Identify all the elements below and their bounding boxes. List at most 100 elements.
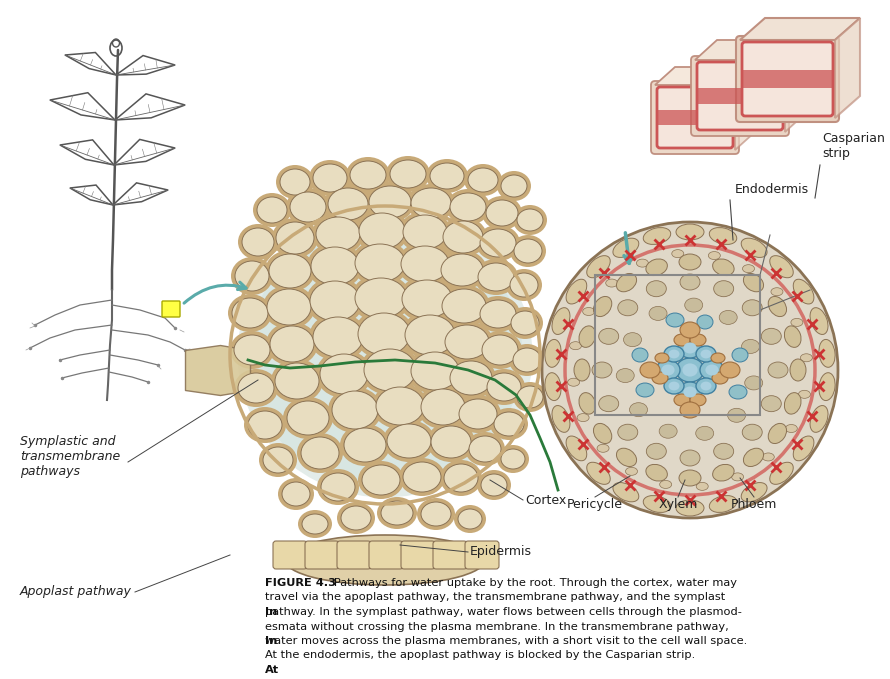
- Ellipse shape: [676, 358, 704, 382]
- Ellipse shape: [659, 481, 672, 488]
- Ellipse shape: [263, 285, 315, 329]
- Ellipse shape: [317, 469, 359, 505]
- Text: In: In: [265, 636, 278, 646]
- Ellipse shape: [719, 310, 737, 325]
- Ellipse shape: [411, 352, 459, 390]
- Ellipse shape: [494, 412, 524, 436]
- Text: Xylem: Xylem: [659, 498, 698, 511]
- Text: water moves across the plasma membranes, with a short visit to the cell wall spa: water moves across the plasma membranes,…: [265, 636, 748, 646]
- Ellipse shape: [649, 306, 667, 320]
- Ellipse shape: [683, 363, 698, 377]
- Ellipse shape: [351, 274, 411, 322]
- Ellipse shape: [646, 443, 667, 459]
- Ellipse shape: [513, 348, 541, 372]
- Ellipse shape: [668, 350, 679, 359]
- Ellipse shape: [290, 192, 326, 222]
- Ellipse shape: [465, 432, 505, 466]
- Ellipse shape: [359, 213, 405, 249]
- FancyBboxPatch shape: [401, 541, 435, 569]
- Ellipse shape: [230, 331, 274, 369]
- Ellipse shape: [310, 281, 360, 321]
- Ellipse shape: [636, 259, 649, 267]
- Ellipse shape: [566, 279, 587, 304]
- Ellipse shape: [397, 242, 453, 286]
- Ellipse shape: [680, 402, 700, 418]
- Ellipse shape: [741, 238, 767, 257]
- Ellipse shape: [728, 408, 746, 422]
- Ellipse shape: [696, 426, 714, 440]
- Ellipse shape: [684, 298, 703, 312]
- Ellipse shape: [247, 223, 522, 488]
- Ellipse shape: [358, 313, 410, 355]
- Ellipse shape: [480, 300, 516, 328]
- Ellipse shape: [316, 217, 360, 251]
- Ellipse shape: [770, 462, 793, 484]
- Ellipse shape: [450, 193, 486, 221]
- Ellipse shape: [514, 239, 542, 263]
- Ellipse shape: [476, 225, 520, 261]
- Ellipse shape: [430, 163, 464, 189]
- Ellipse shape: [643, 496, 671, 513]
- Ellipse shape: [545, 373, 561, 401]
- Ellipse shape: [594, 424, 611, 443]
- Ellipse shape: [624, 333, 642, 347]
- Ellipse shape: [231, 257, 273, 295]
- Text: Endodermis: Endodermis: [735, 183, 809, 196]
- Ellipse shape: [678, 382, 702, 402]
- Ellipse shape: [244, 407, 286, 443]
- Ellipse shape: [482, 196, 522, 230]
- Ellipse shape: [713, 464, 734, 481]
- Polygon shape: [785, 40, 807, 132]
- Ellipse shape: [599, 396, 619, 411]
- Ellipse shape: [793, 279, 813, 304]
- Polygon shape: [735, 67, 755, 150]
- Ellipse shape: [592, 362, 612, 378]
- Ellipse shape: [672, 250, 684, 257]
- Ellipse shape: [646, 259, 668, 276]
- Ellipse shape: [474, 259, 518, 295]
- Ellipse shape: [513, 382, 547, 412]
- Ellipse shape: [265, 250, 315, 292]
- Bar: [743, 71, 832, 88]
- Ellipse shape: [790, 359, 806, 381]
- Ellipse shape: [696, 378, 716, 394]
- Ellipse shape: [696, 482, 708, 490]
- Ellipse shape: [655, 353, 669, 363]
- Ellipse shape: [743, 274, 764, 292]
- Ellipse shape: [542, 222, 838, 518]
- Ellipse shape: [579, 392, 595, 414]
- Ellipse shape: [674, 394, 690, 406]
- Text: Pericycle: Pericycle: [567, 498, 623, 511]
- Ellipse shape: [417, 498, 455, 530]
- Ellipse shape: [661, 365, 675, 375]
- Ellipse shape: [407, 184, 455, 222]
- Ellipse shape: [381, 501, 413, 525]
- Ellipse shape: [490, 408, 528, 440]
- Ellipse shape: [664, 346, 684, 362]
- Ellipse shape: [340, 424, 390, 466]
- Ellipse shape: [344, 428, 386, 462]
- Ellipse shape: [763, 453, 774, 461]
- Ellipse shape: [311, 247, 359, 285]
- Ellipse shape: [390, 160, 426, 188]
- Ellipse shape: [483, 369, 525, 405]
- Ellipse shape: [248, 411, 282, 439]
- Ellipse shape: [700, 360, 724, 380]
- Ellipse shape: [399, 211, 451, 253]
- FancyBboxPatch shape: [697, 62, 783, 130]
- Ellipse shape: [680, 450, 700, 466]
- Ellipse shape: [696, 346, 716, 362]
- FancyBboxPatch shape: [657, 87, 733, 148]
- Ellipse shape: [386, 156, 430, 192]
- Ellipse shape: [477, 470, 511, 500]
- Ellipse shape: [497, 445, 529, 473]
- Ellipse shape: [411, 188, 451, 218]
- Ellipse shape: [401, 246, 449, 282]
- Ellipse shape: [283, 397, 333, 439]
- Ellipse shape: [270, 326, 314, 362]
- Polygon shape: [835, 18, 860, 118]
- Ellipse shape: [566, 436, 587, 461]
- Ellipse shape: [442, 289, 486, 323]
- Ellipse shape: [403, 215, 447, 249]
- Ellipse shape: [819, 340, 835, 367]
